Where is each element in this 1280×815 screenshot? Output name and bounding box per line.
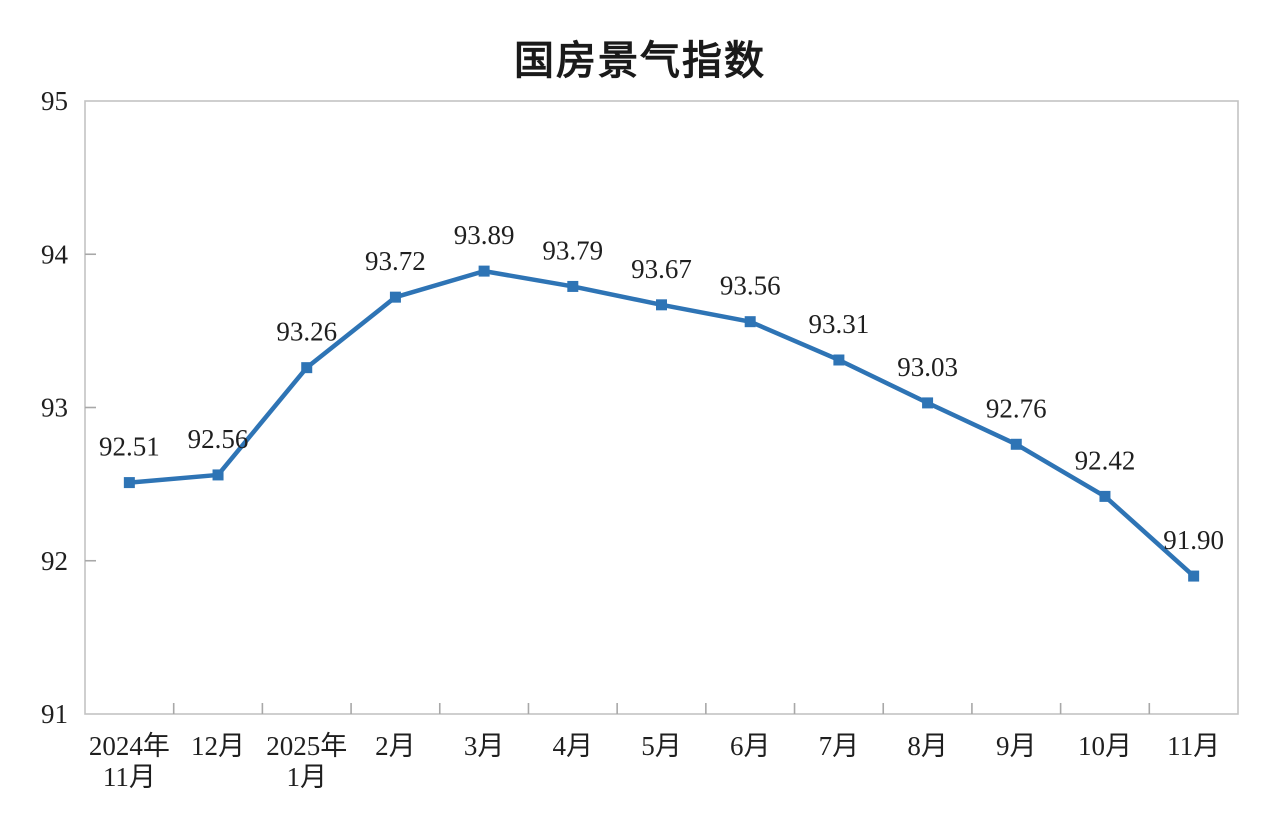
svg-text:94: 94 — [41, 239, 69, 269]
data-point-marker — [212, 469, 224, 481]
svg-text:91: 91 — [41, 699, 68, 729]
svg-text:92.56: 92.56 — [188, 424, 249, 454]
data-point-marker — [567, 280, 579, 292]
x-axis-labels: 2024年 11月 12月 2025年 1月 2月 3月 4月 5月 6月 7月 8月 9月 10月 11月 — [89, 731, 1220, 792]
svg-text:92.51: 92.51 — [99, 432, 160, 462]
data-point-marker — [301, 362, 313, 374]
data-series — [123, 265, 1200, 582]
svg-text:93.72: 93.72 — [365, 246, 426, 276]
svg-text:93.79: 93.79 — [542, 235, 603, 265]
y-axis-labels: 91 92 93 94 95 — [41, 86, 69, 729]
data-point-marker — [922, 397, 934, 409]
svg-text:3月: 3月 — [464, 731, 505, 761]
svg-text:12月: 12月 — [191, 731, 245, 761]
svg-text:11月: 11月 — [1167, 731, 1220, 761]
svg-text:6月: 6月 — [730, 731, 771, 761]
svg-text:93.89: 93.89 — [454, 220, 515, 250]
data-point-marker — [123, 477, 135, 489]
svg-text:7月: 7月 — [819, 731, 860, 761]
data-point-marker — [1188, 570, 1200, 582]
data-point-marker — [833, 354, 845, 366]
svg-text:93.31: 93.31 — [809, 309, 870, 339]
svg-text:92.42: 92.42 — [1075, 445, 1136, 475]
svg-text:95: 95 — [41, 86, 68, 116]
data-point-marker — [1010, 438, 1022, 450]
svg-text:10月: 10月 — [1078, 731, 1132, 761]
data-point-marker — [478, 265, 490, 277]
svg-text:9月: 9月 — [996, 731, 1037, 761]
svg-text:2月: 2月 — [375, 731, 416, 761]
data-point-marker — [1099, 490, 1111, 502]
svg-text:91.90: 91.90 — [1163, 525, 1224, 555]
svg-text:93.03: 93.03 — [897, 352, 958, 382]
svg-text:5月: 5月 — [641, 731, 682, 761]
svg-text:93.67: 93.67 — [631, 254, 692, 284]
svg-text:93: 93 — [41, 393, 68, 423]
axes — [84, 100, 1239, 715]
svg-text:4月: 4月 — [553, 731, 594, 761]
data-labels: 92.51 92.56 93.26 93.72 93.89 93.79 93.67 93.56… — [99, 220, 1224, 555]
svg-text:93.26: 93.26 — [276, 317, 337, 347]
data-point-marker — [656, 299, 667, 311]
svg-text:93.56: 93.56 — [720, 271, 781, 301]
data-point-marker — [744, 316, 756, 328]
data-point-marker — [389, 291, 401, 303]
svg-text:92.76: 92.76 — [986, 393, 1047, 423]
chart-title: 国房景气指数 — [514, 39, 766, 83]
svg-text:92: 92 — [41, 546, 68, 576]
svg-text:8月: 8月 — [907, 731, 948, 761]
